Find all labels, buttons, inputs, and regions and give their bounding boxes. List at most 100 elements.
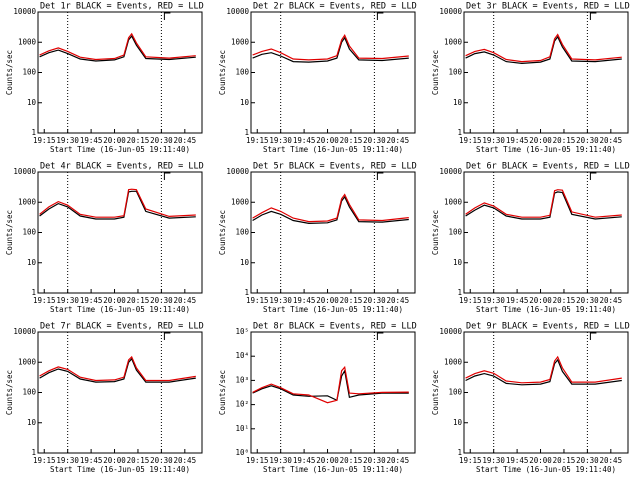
series-line	[252, 193, 409, 223]
y-tick-label: 10	[27, 98, 37, 107]
x-axis-label: Start Time (16-Jun-05 19:11:40)	[476, 305, 616, 314]
x-tick-label: 20:30	[363, 296, 386, 305]
x-tick-label: 19:30	[482, 456, 505, 465]
x-tick-label: 20:30	[576, 296, 599, 305]
y-tick-label: 10000	[226, 7, 249, 16]
x-tick-label: 20:30	[150, 456, 173, 465]
y-tick-label: 1	[457, 448, 462, 457]
chart-title: Det 8r BLACK = Events, RED = LLD	[253, 322, 417, 332]
y-tick-label: 100	[448, 68, 462, 77]
y-tick-label: 10000	[439, 167, 462, 176]
x-axis-label: Start Time (16-Jun-05 19:11:40)	[476, 145, 616, 154]
x-tick-label: 20:30	[576, 456, 599, 465]
x-tick-label: 20:30	[576, 136, 599, 145]
x-tick-label: 20:30	[150, 136, 173, 145]
y-axis-label: Counts/sec	[5, 50, 14, 95]
x-tick-label: 20:45	[174, 456, 197, 465]
y-axis-label: Counts/sec	[218, 370, 227, 415]
x-tick-label: 19:30	[269, 456, 292, 465]
x-tick-label: 19:45	[80, 136, 103, 145]
y-tick-label: 10000	[439, 7, 462, 16]
x-tick-label: 19:15	[33, 456, 56, 465]
x-tick-label: 19:30	[56, 296, 79, 305]
y-tick-label: 10²	[235, 400, 249, 409]
y-tick-label: 10⁴	[235, 351, 249, 360]
x-tick-label: 20:45	[387, 296, 410, 305]
x-tick-label: 20:45	[600, 136, 623, 145]
series-line	[465, 33, 622, 63]
x-tick-label: 20:00	[316, 136, 339, 145]
y-tick-label: 10	[27, 418, 37, 427]
y-tick-label: 1000	[18, 197, 37, 206]
chart-title: Det 9r BLACK = Events, RED = LLD	[466, 322, 630, 332]
x-tick-label: 20:00	[316, 456, 339, 465]
y-tick-label: 1000	[18, 357, 37, 366]
x-tick-label: 19:15	[459, 136, 482, 145]
marker-flag	[163, 12, 171, 20]
x-tick-label: 20:00	[529, 136, 552, 145]
marker-flag	[589, 12, 597, 20]
y-tick-label: 10¹	[235, 424, 249, 433]
y-axis-label: Counts/sec	[431, 50, 440, 95]
series-line	[465, 35, 622, 65]
y-tick-label: 10000	[13, 7, 36, 16]
y-tick-label: 10000	[226, 167, 249, 176]
chart-title: Det 6r BLACK = Events, RED = LLD	[466, 162, 630, 172]
y-tick-label: 10	[240, 258, 250, 267]
series-line	[39, 188, 196, 218]
x-tick-label: 19:45	[293, 136, 316, 145]
x-tick-label: 19:45	[80, 456, 103, 465]
plot-frame	[37, 331, 203, 454]
x-tick-label: 20:45	[600, 456, 623, 465]
x-axis-label: Start Time (16-Jun-05 19:11:40)	[50, 145, 190, 154]
x-axis-label: Start Time (16-Jun-05 19:11:40)	[263, 465, 403, 474]
y-tick-label: 1	[31, 288, 36, 297]
y-tick-label: 1000	[444, 357, 463, 366]
panel: Det 6r BLACK = Events, RED = LLD 1 10 100 10…	[431, 162, 630, 315]
y-axis-label: Counts/sec	[5, 210, 14, 255]
y-tick-label: 10	[27, 258, 37, 267]
series-line	[39, 357, 196, 383]
x-tick-label: 19:15	[246, 296, 269, 305]
y-tick-label: 10³	[235, 375, 249, 384]
x-tick-label: 20:45	[600, 296, 623, 305]
y-tick-label: 1	[31, 128, 36, 137]
chart-title: Det 4r BLACK = Events, RED = LLD	[40, 162, 204, 172]
x-tick-label: 19:45	[293, 456, 316, 465]
series-line	[39, 32, 196, 61]
y-tick-label: 10	[240, 98, 250, 107]
x-tick-label: 19:30	[482, 296, 505, 305]
x-tick-label: 20:00	[103, 456, 126, 465]
plot-frame	[37, 11, 203, 134]
x-tick-label: 20:30	[363, 136, 386, 145]
series-line	[252, 369, 409, 402]
x-tick-label: 20:45	[174, 136, 197, 145]
x-tick-label: 20:00	[316, 296, 339, 305]
y-tick-label: 100	[448, 388, 462, 397]
x-tick-label: 19:15	[246, 456, 269, 465]
x-tick-label: 19:30	[482, 136, 505, 145]
plot-frame	[250, 171, 416, 294]
x-tick-label: 19:45	[293, 296, 316, 305]
plot-frame	[250, 331, 416, 454]
y-axis-label: Counts/sec	[218, 210, 227, 255]
y-tick-label: 1000	[444, 37, 463, 46]
series-line	[252, 365, 409, 404]
series-line	[39, 355, 196, 382]
x-tick-label: 19:15	[33, 136, 56, 145]
x-tick-label: 20:15	[340, 136, 363, 145]
x-tick-label: 20:15	[127, 136, 150, 145]
x-tick-label: 19:45	[506, 296, 529, 305]
x-tick-label: 20:15	[340, 456, 363, 465]
y-axis-label: Counts/sec	[5, 370, 14, 415]
x-tick-label: 20:15	[553, 296, 576, 305]
marker-flag	[163, 332, 171, 340]
marker-flag	[376, 12, 384, 20]
panel: Det 1r BLACK = Events, RED = LLD 1 10 100 10…	[5, 2, 204, 155]
y-tick-label: 100	[22, 68, 36, 77]
y-tick-label: 1	[244, 288, 249, 297]
x-axis-label: Start Time (16-Jun-05 19:11:40)	[476, 465, 616, 474]
series-line	[465, 191, 622, 220]
x-axis-label: Start Time (16-Jun-05 19:11:40)	[50, 465, 190, 474]
